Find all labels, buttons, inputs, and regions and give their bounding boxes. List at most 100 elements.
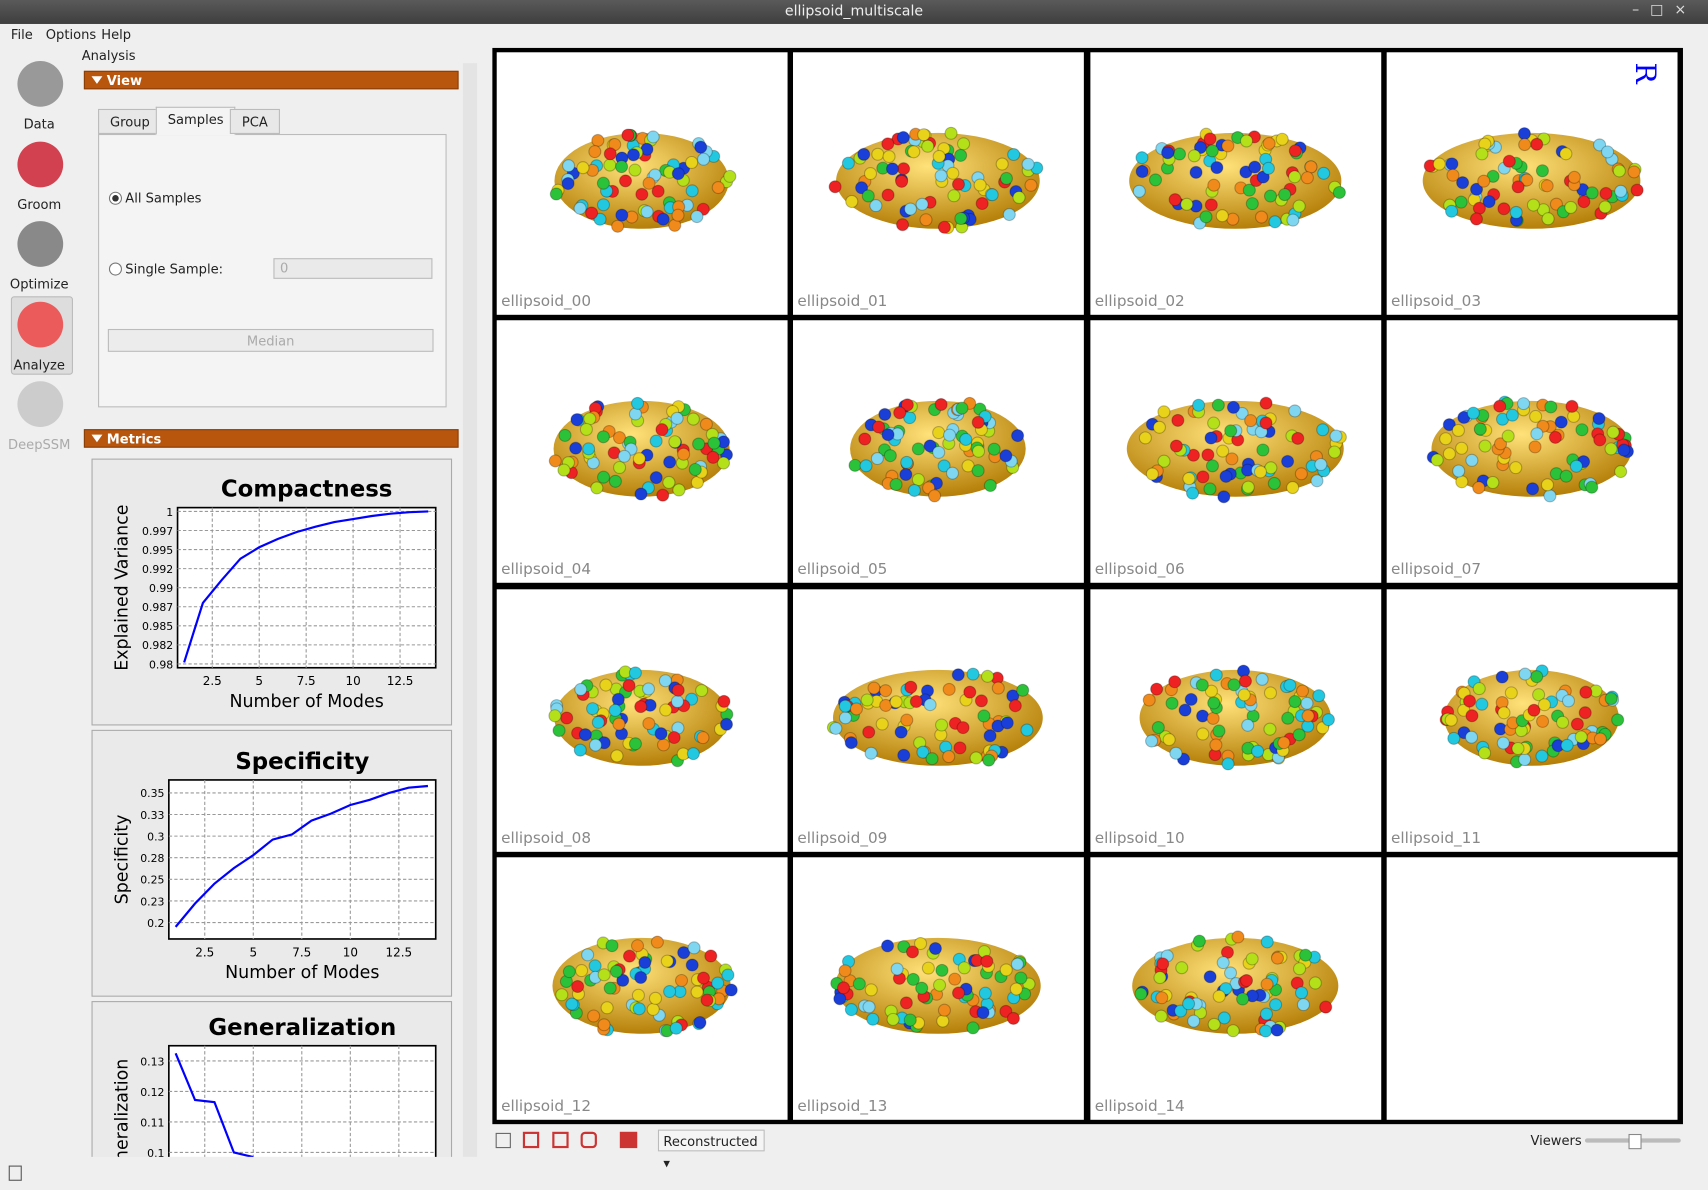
particle xyxy=(1014,971,1028,985)
x-tick-label: 12.5 xyxy=(387,674,414,688)
particle xyxy=(581,948,595,962)
particle xyxy=(1255,672,1269,686)
particle xyxy=(1263,686,1277,700)
y-tick-label: 0.987 xyxy=(142,601,173,614)
viewer-cell: ellipsoid_09 xyxy=(793,589,1084,852)
viewer-label: ellipsoid_04 xyxy=(501,560,592,579)
particle xyxy=(1472,481,1486,495)
particle xyxy=(1617,443,1631,457)
tab[interactable]: Group xyxy=(98,108,162,134)
x-tick-label: 5 xyxy=(255,674,263,688)
particle xyxy=(1138,431,1152,445)
viewer-cell: ellipsoid_05 xyxy=(793,320,1084,583)
particle xyxy=(1195,678,1209,692)
tab[interactable]: PCA xyxy=(229,108,280,134)
mode-dropdown[interactable]: Reconstructed ▾ xyxy=(657,1129,765,1171)
ellipsoid-render xyxy=(848,396,1026,503)
particle xyxy=(1445,157,1459,171)
particle xyxy=(1286,481,1300,495)
tool-button[interactable] xyxy=(522,1131,540,1149)
particle xyxy=(1493,437,1508,451)
radio-label[interactable]: All Samples xyxy=(125,190,202,206)
particle xyxy=(1275,132,1289,146)
menu-item[interactable]: File xyxy=(10,27,33,43)
particle xyxy=(976,1006,990,1020)
window-controls[interactable]: –□× xyxy=(1632,2,1698,19)
particle xyxy=(1259,1024,1273,1038)
viewer-cell: ellipsoid_08 xyxy=(496,589,788,852)
particle xyxy=(1585,186,1599,200)
radio-checked[interactable] xyxy=(108,191,123,205)
particle xyxy=(1235,406,1249,420)
particle xyxy=(648,991,663,1005)
particle xyxy=(1221,139,1235,153)
viewer-cell: ellipsoid_07 xyxy=(1386,320,1678,583)
particle xyxy=(646,1002,660,1016)
y-tick-label: 0.28 xyxy=(140,852,164,865)
particle xyxy=(943,428,957,442)
tool-button[interactable] xyxy=(619,1131,638,1149)
particle xyxy=(1206,711,1220,725)
particle xyxy=(1455,475,1469,489)
median-button[interactable]: Median xyxy=(107,328,434,352)
particle xyxy=(1223,966,1238,980)
radio[interactable] xyxy=(108,262,123,276)
menu-item[interactable]: Help xyxy=(101,27,132,43)
ellipsoid-render xyxy=(830,936,1041,1035)
particle xyxy=(1454,195,1468,209)
tool-button[interactable] xyxy=(552,1131,569,1149)
particle xyxy=(557,463,571,477)
particle xyxy=(1192,934,1206,948)
menu-item[interactable]: Options xyxy=(45,27,97,43)
particle xyxy=(864,983,878,997)
particle xyxy=(1321,713,1335,727)
tool-button[interactable] xyxy=(495,1132,511,1149)
section-header[interactable]: Metrics xyxy=(83,429,459,448)
particle xyxy=(1281,454,1295,468)
particle xyxy=(836,981,851,995)
particle xyxy=(1292,728,1306,742)
particle xyxy=(921,961,935,975)
viewers-slider[interactable] xyxy=(1584,1133,1681,1150)
spin-box[interactable]: 0 xyxy=(273,258,433,279)
metric-plot: 0.2 0.23 0.25 0.28 0.3 0.33 0.35 2.5 5 7.5 10 12.5 S… xyxy=(91,729,453,997)
particle xyxy=(1493,399,1507,413)
y-tick-label: 0.992 xyxy=(142,563,173,576)
particle xyxy=(1294,986,1309,1000)
particle xyxy=(628,666,642,680)
particle xyxy=(694,140,708,154)
scrollbar[interactable] xyxy=(462,63,478,1157)
radio-label[interactable]: Single Sample: xyxy=(125,261,224,277)
particle xyxy=(1561,694,1576,708)
particle xyxy=(1475,147,1489,161)
particle xyxy=(1606,425,1620,439)
particle xyxy=(1579,685,1593,699)
y-tick-label: 0.33 xyxy=(140,809,164,822)
particle xyxy=(663,984,677,999)
particle xyxy=(597,1018,611,1032)
tab-active[interactable]: Samples xyxy=(155,106,236,136)
particle xyxy=(936,1014,950,1028)
tool-button[interactable] xyxy=(580,1131,597,1149)
particle xyxy=(671,167,685,181)
particle xyxy=(1207,178,1221,192)
particle xyxy=(1203,482,1217,496)
particle xyxy=(886,1012,900,1026)
particle xyxy=(951,986,966,1000)
particle xyxy=(966,667,980,681)
section-header[interactable]: View xyxy=(83,70,459,90)
particle xyxy=(844,736,858,750)
particle xyxy=(1517,397,1531,411)
particle xyxy=(1000,716,1014,730)
viewer-cell: ellipsoid_13 xyxy=(793,857,1084,1120)
particle xyxy=(1134,987,1148,1001)
particle xyxy=(1505,408,1519,422)
particle xyxy=(1217,1011,1231,1025)
particle xyxy=(561,176,575,191)
particle xyxy=(1585,480,1599,494)
particle xyxy=(1478,439,1492,453)
particle xyxy=(1215,209,1229,223)
particle xyxy=(878,407,892,421)
particle xyxy=(897,162,911,176)
particle xyxy=(1565,399,1579,413)
